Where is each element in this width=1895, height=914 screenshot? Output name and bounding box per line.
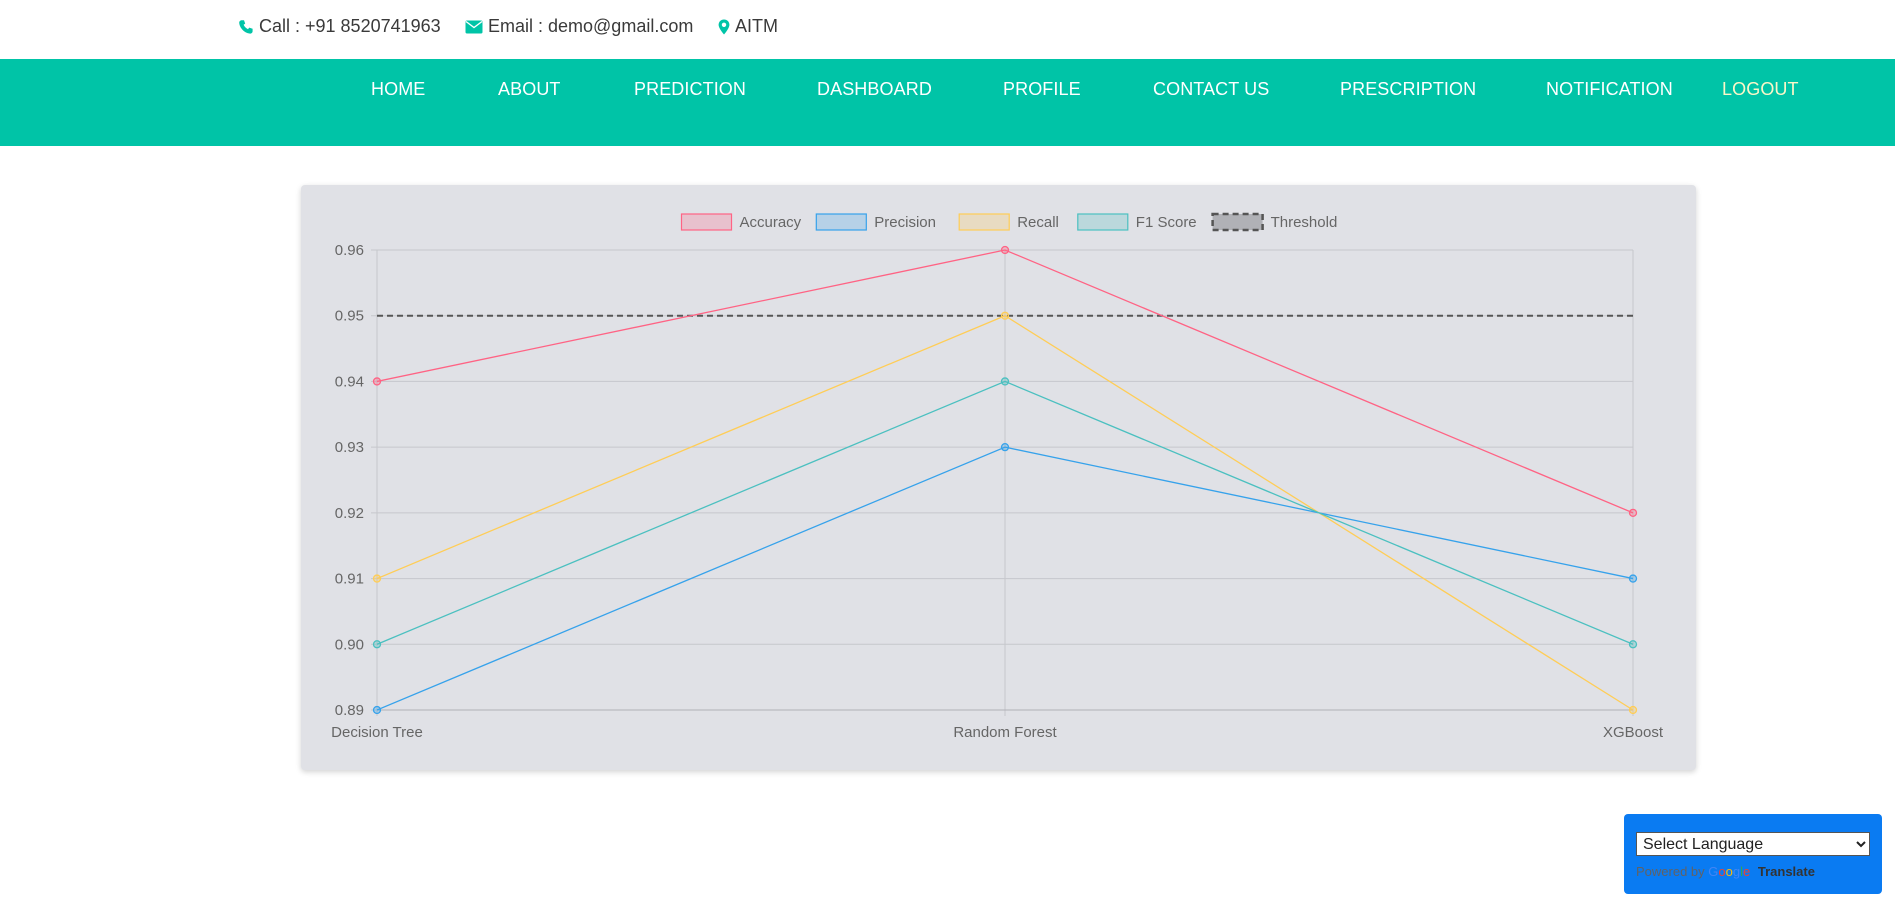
f1-score-series-line (376, 380, 1634, 645)
contact-location: AITM (718, 16, 778, 37)
recall-series-line (376, 314, 1634, 711)
legend-swatch (958, 213, 1010, 231)
powered-by-text: Powered by (1636, 864, 1705, 879)
recall-point[interactable] (1000, 311, 1010, 320)
legend-label: Precision (874, 214, 936, 231)
recall-point[interactable] (1628, 705, 1638, 715)
legend-swatch (680, 213, 733, 231)
contact-location-text: AITM (735, 16, 778, 36)
y-tick-label: 0.89 (335, 702, 364, 719)
y-tick-label: 0.91 (335, 571, 364, 588)
legend-swatch (1077, 213, 1129, 231)
legend-swatch (815, 213, 867, 231)
y-tick-label: 0.96 (335, 242, 364, 259)
model-metrics-chart-card: 0.96 0.95 0.94 0.93 0.92 0.91 0.90 0.89 Decisio… (301, 185, 1696, 770)
nav-contact-us[interactable]: CONTACT US (1153, 79, 1270, 99)
nav-about[interactable]: ABOUT (498, 79, 561, 99)
nav-profile[interactable]: PROFILE (1003, 79, 1081, 99)
envelope-icon (465, 20, 483, 33)
contact-email-text: Email : demo@gmail.com (488, 16, 694, 36)
nav-dashboard[interactable]: DASHBOARD (817, 79, 932, 99)
nav-prediction[interactable]: PREDICTION (634, 79, 747, 99)
nav-logout[interactable]: LOGOUT (1722, 79, 1799, 99)
precision-point[interactable] (1000, 442, 1010, 452)
powered-by-google: Powered by Google Translate (1636, 864, 1815, 879)
nav-notification[interactable]: NOTIFICATION (1546, 79, 1673, 99)
f1-score-point[interactable] (1628, 640, 1638, 649)
legend-item-f1-score[interactable]: F1 Score (1077, 213, 1197, 231)
legend-label: Threshold (1271, 214, 1338, 231)
x-tick-label: XGBoost (1603, 724, 1664, 741)
precision-point[interactable] (1628, 574, 1638, 583)
y-tick-label: 0.93 (335, 439, 364, 456)
main-navbar: HOME ABOUT PREDICTION DASHBOARD PROFILE … (0, 59, 1895, 146)
translate-link[interactable]: Translate (1757, 864, 1815, 879)
legend-item-threshold[interactable]: Threshold (1211, 212, 1338, 232)
legend-label: Recall (1017, 214, 1059, 231)
legend-label: Accuracy (740, 214, 802, 231)
language-select[interactable]: Select Language (1636, 832, 1870, 856)
recall-point[interactable] (372, 574, 382, 583)
y-tick-label: 0.95 (335, 308, 364, 325)
legend-swatch (1211, 212, 1264, 232)
precision-series-line (376, 446, 1634, 711)
map-marker-icon (718, 19, 730, 34)
f1-score-point[interactable] (372, 640, 382, 649)
legend-label: F1 Score (1136, 214, 1197, 231)
legend-item-precision[interactable]: Precision (815, 213, 936, 231)
legend-item-accuracy[interactable]: Accuracy (680, 213, 802, 231)
google-translate-widget: Select Language Powered by Google Transl… (1624, 814, 1882, 894)
accuracy-point[interactable] (1628, 508, 1638, 518)
y-tick-label: 0.90 (335, 636, 364, 653)
f1-score-point[interactable] (1000, 377, 1010, 386)
google-logo: Google (1708, 864, 1751, 879)
nav-home[interactable]: HOME (371, 79, 426, 99)
accuracy-series-line (376, 249, 1634, 514)
phone-icon (239, 19, 253, 34)
accuracy-point[interactable] (1000, 245, 1010, 255)
contact-call-text: Call : +91 8520741963 (259, 16, 441, 36)
y-tick-label: 0.94 (335, 373, 364, 390)
model-metrics-chart: 0.96 0.95 0.94 0.93 0.92 0.91 0.90 0.89 Decisio… (331, 212, 1664, 741)
x-tick-label: Random Forest (953, 724, 1057, 741)
precision-point[interactable] (372, 705, 382, 715)
contact-email: Email : demo@gmail.com (465, 16, 693, 37)
x-tick-label: Decision Tree (331, 724, 423, 741)
contact-call: Call : +91 8520741963 (238, 16, 441, 37)
y-tick-label: 0.92 (335, 505, 364, 522)
legend-item-recall[interactable]: Recall (958, 213, 1059, 231)
contact-bar: Call : +91 8520741963 Email : demo@gmail… (0, 0, 1895, 58)
accuracy-point[interactable] (372, 377, 382, 386)
nav-prescription[interactable]: PRESCRIPTION (1340, 79, 1477, 99)
